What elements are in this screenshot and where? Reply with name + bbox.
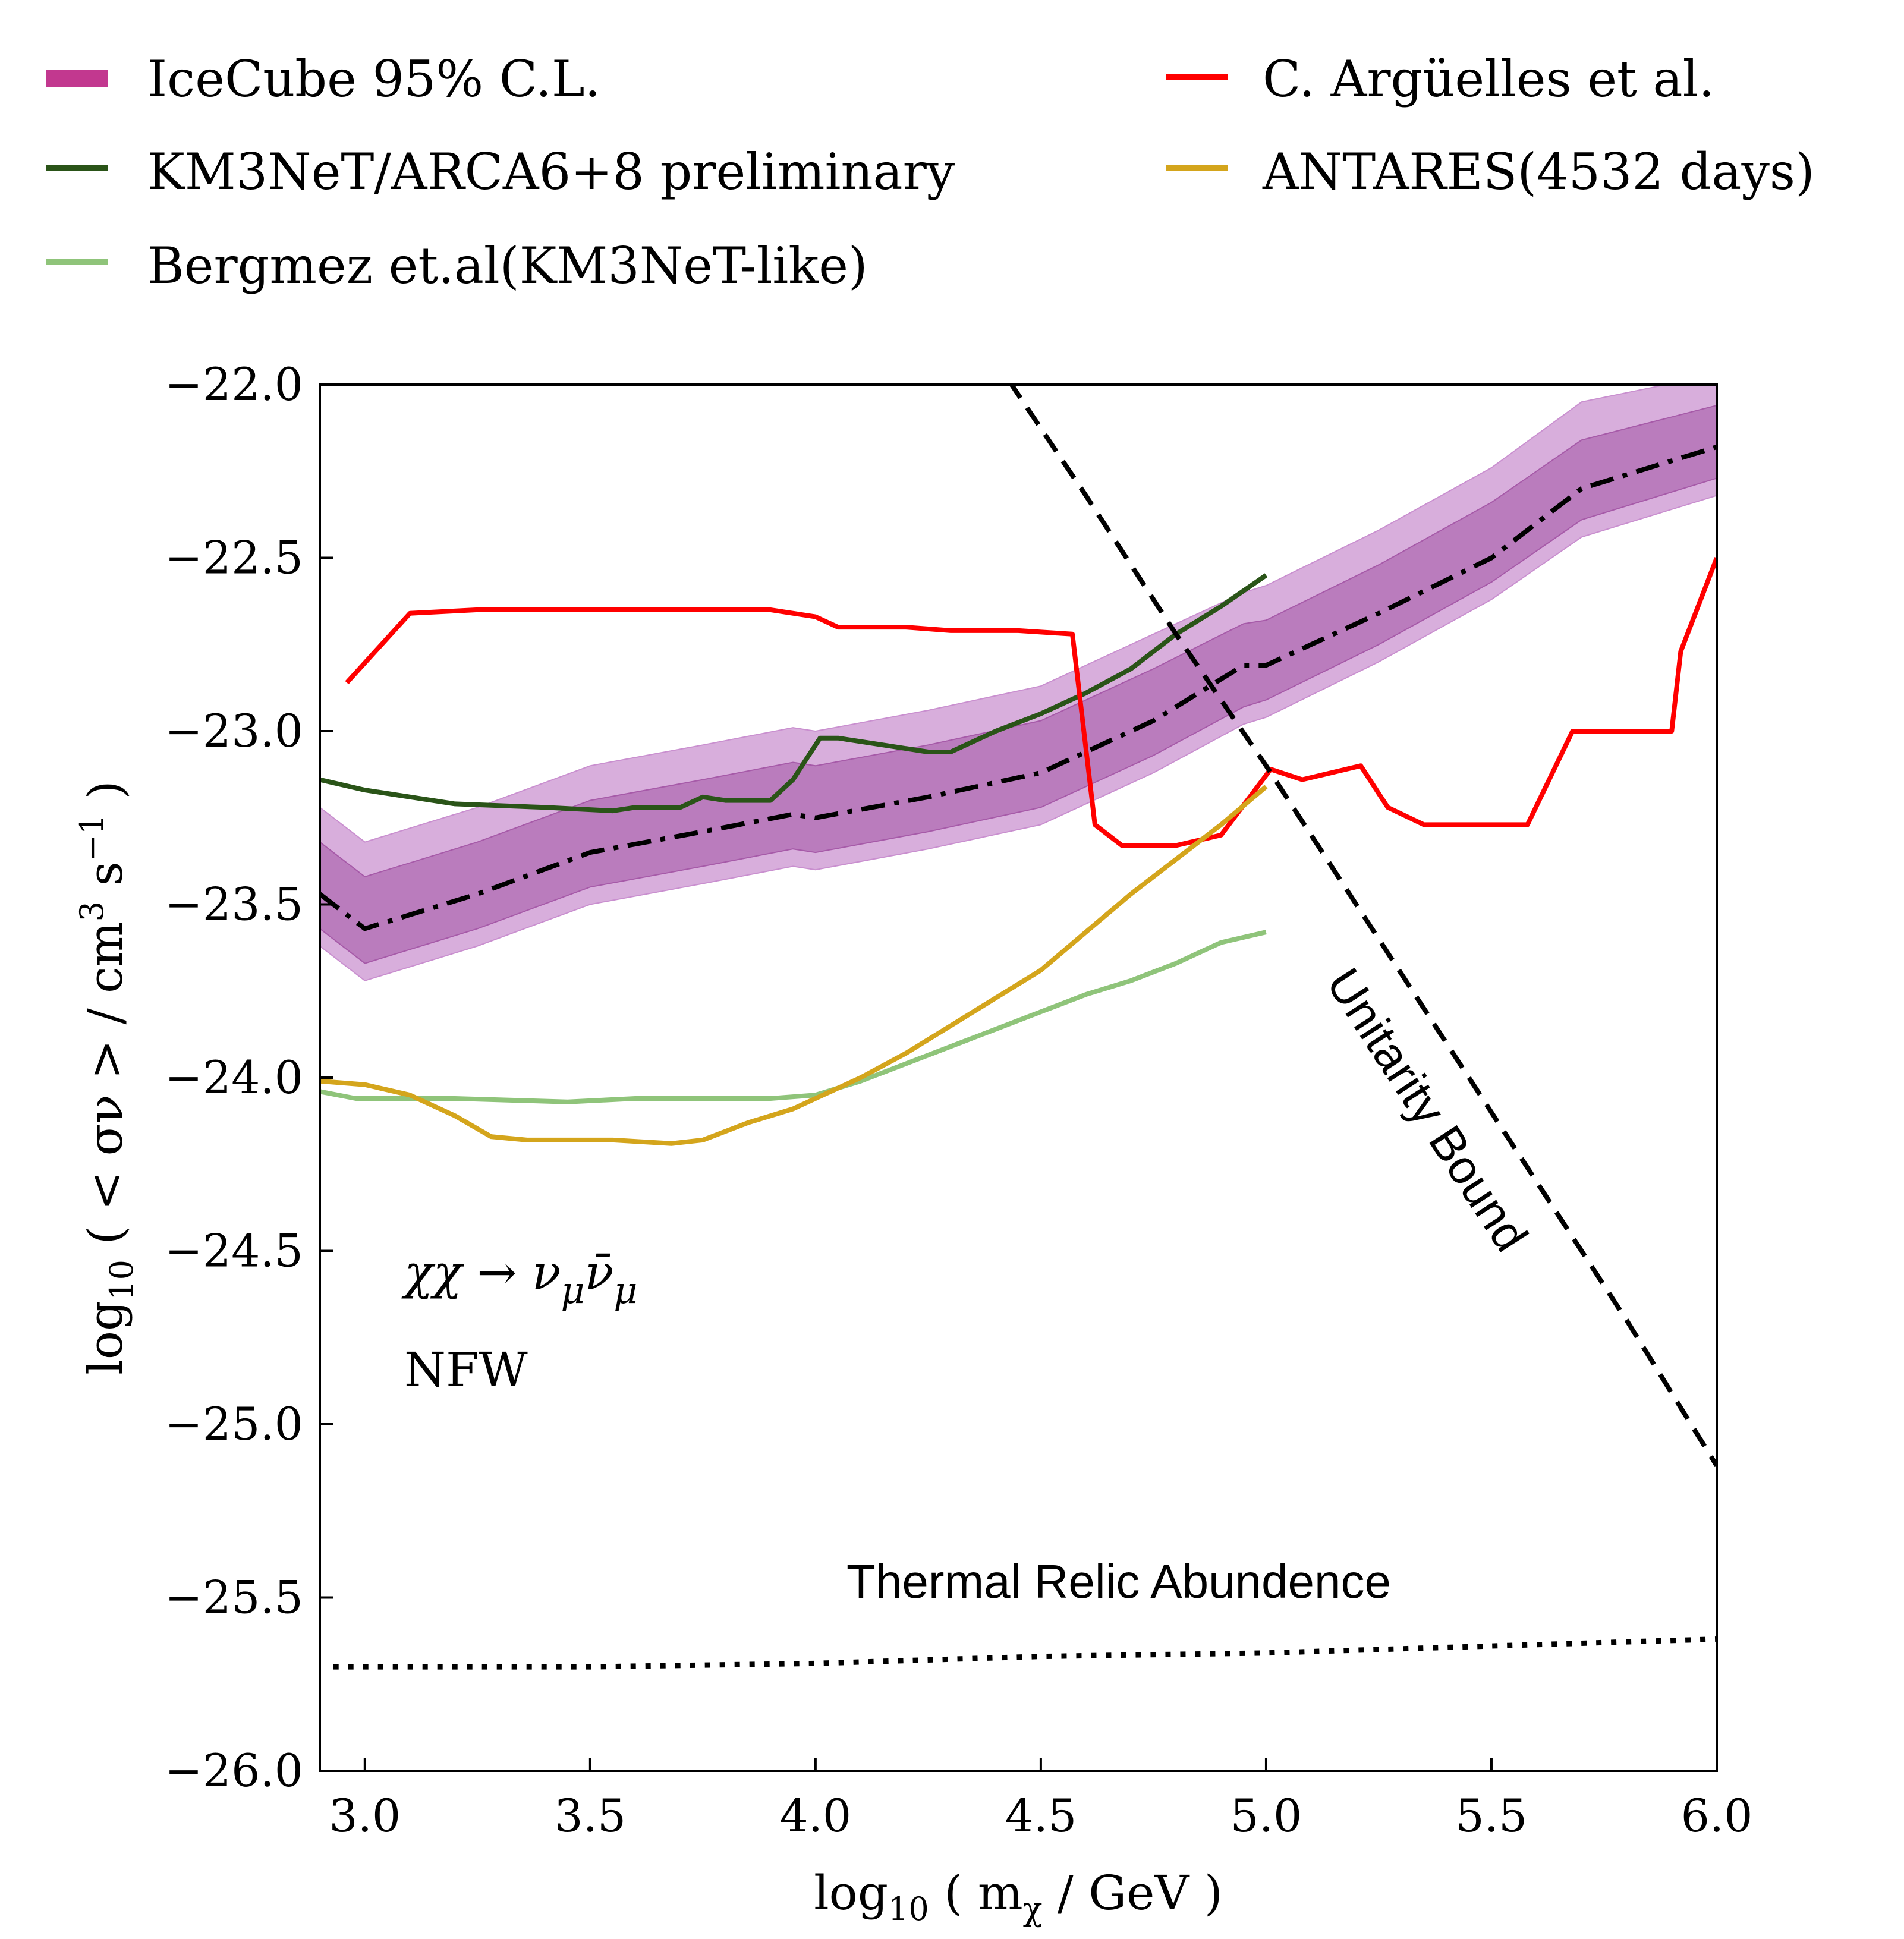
x-axis-title: log10 ( mχ / GeV ) — [814, 1865, 1223, 1928]
legend-label-arguelles: C. Argüelles et al. — [1263, 50, 1714, 108]
legend-label-icecube: IceCube 95% C.L. — [147, 50, 600, 108]
legend: IceCube 95% C.L. KM3NeT/ARCA6+8 prelimin… — [46, 50, 1815, 295]
x-tick-label: 4.5 — [1005, 1789, 1077, 1842]
annotation-profile: NFW — [404, 1342, 528, 1397]
y-tick-label: −22.0 — [165, 358, 303, 411]
series-unitarity-bound — [1008, 385, 1717, 1468]
legend-swatch-icecube — [46, 70, 108, 87]
y-tick-label: −24.5 — [165, 1225, 303, 1277]
y-tick-label: −25.5 — [165, 1571, 303, 1624]
band-icecube-68-c-l — [320, 404, 1717, 964]
series-layer — [320, 385, 1717, 1670]
series-bergmez-et-al-km3net-like — [320, 930, 1267, 1104]
legend-label-km3net: KM3NeT/ARCA6+8 preliminary — [147, 143, 955, 201]
x-tick-label: 6.0 — [1681, 1789, 1753, 1842]
x-tick-label: 3.5 — [554, 1789, 626, 1842]
legend-entry-km3net: KM3NeT/ARCA6+8 preliminary — [46, 143, 955, 201]
legend-entry-antares: ANTARES(4532 days) — [1166, 143, 1815, 201]
y-tick-label: −22.5 — [165, 531, 303, 584]
y-tick-label: −23.5 — [165, 878, 303, 931]
series-thermal-relic-abundence — [333, 1636, 1717, 1670]
legend-label-bergmez: Bergmez et.al(KM3NeT-like) — [147, 237, 868, 295]
x-tick-label: 5.5 — [1456, 1789, 1528, 1842]
series-icecube-median — [320, 445, 1717, 931]
bands-layer — [320, 385, 1717, 981]
x-tick-label: 3.0 — [329, 1789, 401, 1842]
y-tick-label: −24.0 — [165, 1051, 303, 1104]
annotation-process: χχ → νμν̄μ — [401, 1245, 638, 1312]
ticks-layer: 3.0 3.5 4.0 4.5 5.0 5.5 6.0 −22.0 −22.5 −23.0 −23.… — [165, 358, 1752, 1842]
plot-area — [320, 385, 1717, 1670]
legend-label-antares: ANTARES(4532 days) — [1262, 143, 1815, 201]
series-c-arg-elles-et-al — [345, 557, 1717, 848]
y-axis-title: log10 ( < σν > / cm3 s−1 ) — [73, 780, 140, 1375]
x-tick-label: 5.0 — [1230, 1789, 1302, 1842]
legend-entry-icecube: IceCube 95% C.L. — [46, 50, 600, 108]
series-km3net-arca6-8-preliminary — [320, 573, 1268, 814]
annotation-thermal: Thermal Relic Abundence — [846, 1555, 1391, 1608]
legend-entry-arguelles: C. Argüelles et al. — [1166, 50, 1714, 108]
annotation-unitarity: Unitarity Bound — [1317, 959, 1538, 1260]
series-antares-4532-days — [320, 785, 1268, 1146]
y-tick-label: −26.0 — [165, 1744, 303, 1797]
y-tick-label: −25.0 — [165, 1397, 303, 1450]
y-tick-label: −23.0 — [165, 704, 303, 757]
legend-entry-bergmez: Bergmez et.al(KM3NeT-like) — [46, 237, 868, 295]
x-tick-label: 4.0 — [779, 1789, 851, 1842]
